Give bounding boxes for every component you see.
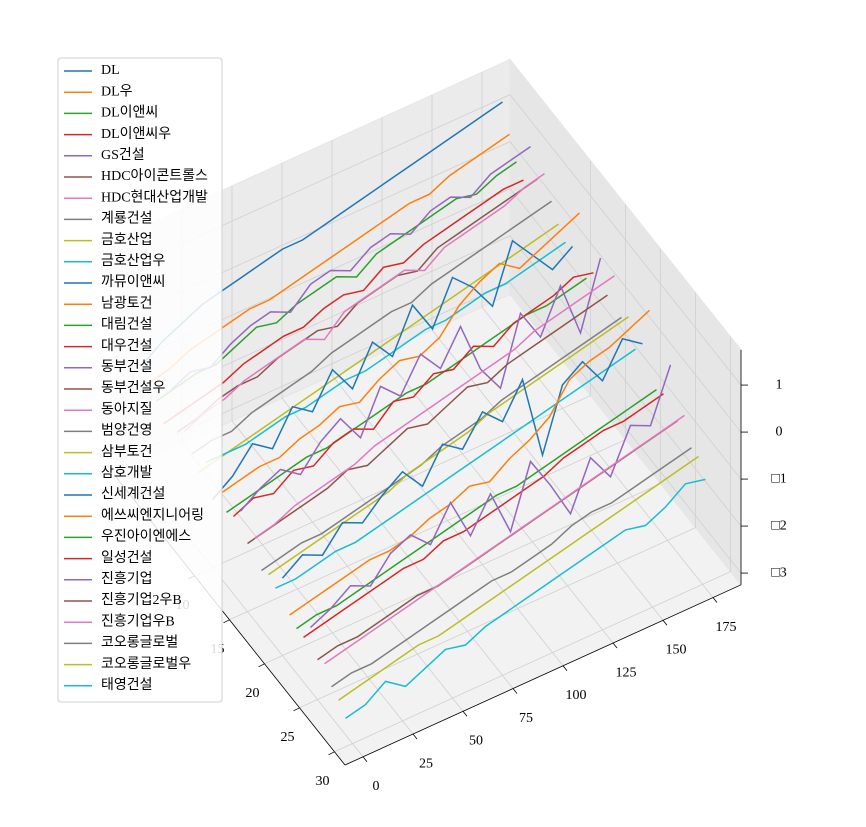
series-line — [338, 455, 699, 701]
legend-label: 금호산업우 — [101, 253, 166, 269]
legend-label: 금호산업 — [101, 232, 153, 248]
legend: DL DL우 DL이앤씨 DL이앤씨우 GS건설 HDC아이콘트롤스 HDC현대산업개발계룡… — [57, 57, 223, 703]
series-line — [191, 200, 552, 455]
series-line — [309, 364, 672, 628]
grid-line — [509, 235, 742, 527]
legend-label: 에쓰씨엔지니어링 — [101, 507, 204, 523]
legend-label: HDC아이콘트롤스 — [101, 168, 208, 184]
x-tick-label: 75 — [519, 711, 533, 726]
series-line — [296, 388, 657, 630]
series-line — [303, 393, 664, 639]
x-tick — [612, 642, 618, 649]
series-line — [281, 337, 643, 579]
legend-label: DL이앤씨 — [101, 105, 158, 121]
x-tick — [462, 711, 468, 717]
x-tick — [412, 733, 418, 740]
axes: 02550751001251501751015202530□3□2□101 — [113, 349, 787, 794]
legend-label: HDC현대산업개발 — [101, 189, 208, 205]
z-tick-label: □1 — [771, 471, 786, 486]
legend-label: 진흥기업2우B — [101, 592, 182, 608]
legend-label: 진흥기업 — [101, 571, 153, 587]
series-line — [331, 447, 692, 688]
legend-label: DL이앤씨우 — [101, 126, 171, 142]
legend-label: 대림건설 — [101, 317, 153, 333]
x-tick — [362, 756, 368, 763]
legend-label: 남광토건 — [101, 295, 153, 311]
grid-line — [509, 141, 742, 433]
series-line — [254, 275, 615, 539]
x-tick — [712, 597, 718, 603]
grid-line — [509, 94, 742, 386]
x-tick-label: 175 — [716, 620, 737, 635]
y-tick — [293, 707, 300, 712]
series-line — [345, 478, 706, 720]
legend-label: 동아지질 — [101, 401, 153, 417]
x-axis — [344, 584, 742, 766]
series-line — [219, 212, 581, 495]
legend-label: 범양건영 — [101, 423, 153, 439]
z-tick-label: □3 — [771, 565, 786, 580]
legend-label: 코오롱글로벌우 — [101, 656, 191, 672]
x-tick-label: 50 — [469, 734, 483, 749]
series-line — [247, 294, 608, 545]
grid-line — [229, 439, 626, 621]
x-tick-label: 25 — [419, 756, 433, 771]
y-tick-label: 25 — [281, 730, 295, 745]
x-tick — [512, 688, 518, 694]
legend-label: 계룡건설 — [101, 211, 153, 227]
legend-label: DL우 — [101, 84, 133, 99]
legend-label: 동부건설 — [101, 359, 153, 375]
x-tick-label: 150 — [666, 643, 687, 658]
grid-line — [334, 571, 731, 753]
legend-label: 코오롱글로벌 — [101, 635, 178, 651]
series-line — [169, 145, 531, 391]
series-line — [232, 272, 594, 518]
series-line — [211, 239, 574, 500]
legend-label: 일성건설 — [101, 550, 153, 566]
legend-box — [57, 57, 223, 703]
legend-label: DL — [101, 63, 120, 78]
legend-label: 까뮤이앤씨 — [101, 274, 165, 290]
legend-label: 진흥기업우B — [101, 613, 175, 629]
legend-label: 우진아이엔에스 — [101, 529, 191, 545]
series-line — [205, 241, 566, 464]
series-line — [239, 257, 602, 512]
series-line — [198, 223, 559, 474]
series-line — [183, 172, 545, 432]
z-tick-label: □2 — [771, 518, 786, 533]
z-tick-label: 1 — [776, 377, 783, 392]
legend-label: GS건설 — [101, 147, 145, 163]
series-line — [324, 414, 685, 665]
z-tick-label: 0 — [776, 424, 783, 439]
x-tick-label: 100 — [566, 688, 587, 703]
x-tick-label: 0 — [373, 779, 380, 794]
grid-line — [509, 188, 742, 480]
legend-label: 신세계건설 — [101, 486, 165, 502]
legend-label: 태영건설 — [101, 677, 153, 693]
series-line — [275, 348, 636, 589]
y-tick — [328, 751, 335, 756]
grid-line — [509, 282, 742, 574]
y-tick-label: 20 — [246, 686, 260, 701]
x-tick — [562, 665, 568, 672]
grid-line — [264, 483, 661, 665]
series-line — [163, 179, 524, 425]
y-tick — [223, 619, 230, 624]
legend-label: 삼부토건 — [101, 444, 153, 460]
legend-label: 대우건설 — [101, 338, 153, 354]
x-tick-label: 125 — [616, 665, 637, 680]
y-tick-label: 30 — [316, 774, 330, 789]
series-line — [289, 309, 651, 616]
x-tick — [662, 620, 668, 626]
legend-label: 동부건설우 — [101, 380, 166, 396]
y-tick — [258, 663, 265, 668]
legend-label: 삼호개발 — [101, 465, 153, 481]
